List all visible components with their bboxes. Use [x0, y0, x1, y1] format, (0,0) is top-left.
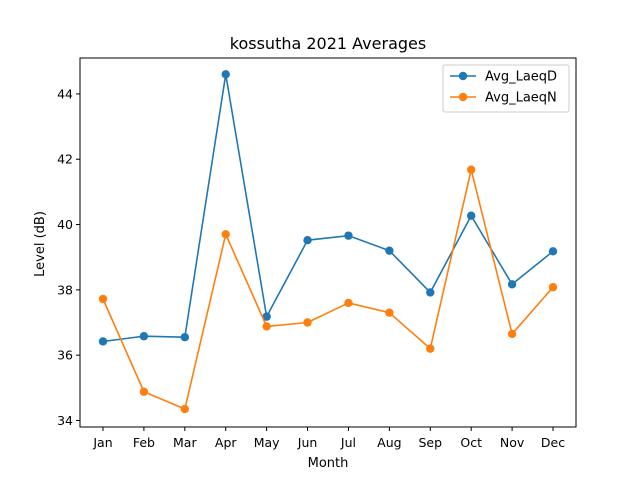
data-point [548, 283, 558, 292]
y-tick-label: 34 [57, 413, 73, 428]
chart-title: kossutha 2021 Averages [230, 34, 426, 53]
x-tick-label: Feb [133, 435, 155, 450]
y-tick-label: 38 [57, 282, 73, 297]
data-point [385, 308, 394, 317]
axes-frame [79, 57, 577, 428]
legend-label: Avg_LaeqD [485, 70, 557, 85]
data-point [344, 298, 353, 308]
data-point [221, 70, 230, 79]
data-point [466, 165, 476, 174]
series-line [102, 168, 554, 410]
y-tick-label: 40 [57, 217, 73, 232]
data-point [221, 230, 230, 239]
x-tick-label: Nov [500, 435, 525, 450]
data-point [385, 246, 394, 255]
y-tick-label: 42 [57, 152, 73, 167]
series-line [102, 73, 554, 343]
y-tick-label: 44 [57, 86, 73, 101]
x-tick-label: Jun [297, 435, 318, 450]
x-tick-label: Oct [460, 435, 482, 450]
data-point [507, 329, 517, 339]
x-tick-label: May [254, 435, 280, 450]
x-tick-label: Aug [377, 435, 401, 450]
x-tick-label: Jul [340, 435, 356, 450]
data-point [180, 332, 190, 342]
data-point [98, 294, 108, 304]
data-point [262, 312, 271, 321]
data-point [344, 231, 353, 240]
y-axis-label: Level (dB) [33, 211, 48, 277]
data-point [426, 344, 435, 353]
data-point [303, 236, 312, 245]
data-point [426, 288, 435, 297]
legend: Avg_LaeqD Avg_LaeqN [442, 64, 570, 113]
x-tick-label: Sep [418, 435, 442, 450]
x-tick-label: Mar [173, 435, 197, 450]
data-point [139, 387, 149, 396]
data-point [548, 247, 558, 256]
y-tick-label: 36 [57, 348, 73, 363]
data-point [466, 211, 476, 220]
x-tick-label: Apr [215, 435, 237, 450]
data-point [507, 280, 517, 289]
x-tick-label: Jan [92, 435, 112, 450]
legend-swatch-marker [458, 71, 468, 81]
legend-swatch-marker [458, 92, 468, 102]
data-point [262, 322, 271, 331]
data-point [98, 337, 108, 346]
data-point [303, 318, 312, 327]
x-tick-label: Dec [541, 435, 565, 450]
x-axis-label: Month [308, 456, 349, 471]
legend-label: Avg_LaeqN [485, 91, 557, 106]
data-point [180, 404, 190, 414]
plot-area: Jan Feb Mar Apr May Jun Jul Aug Sep Oct Nov Dec 34 36… [57, 57, 577, 450]
data-point [139, 332, 149, 341]
